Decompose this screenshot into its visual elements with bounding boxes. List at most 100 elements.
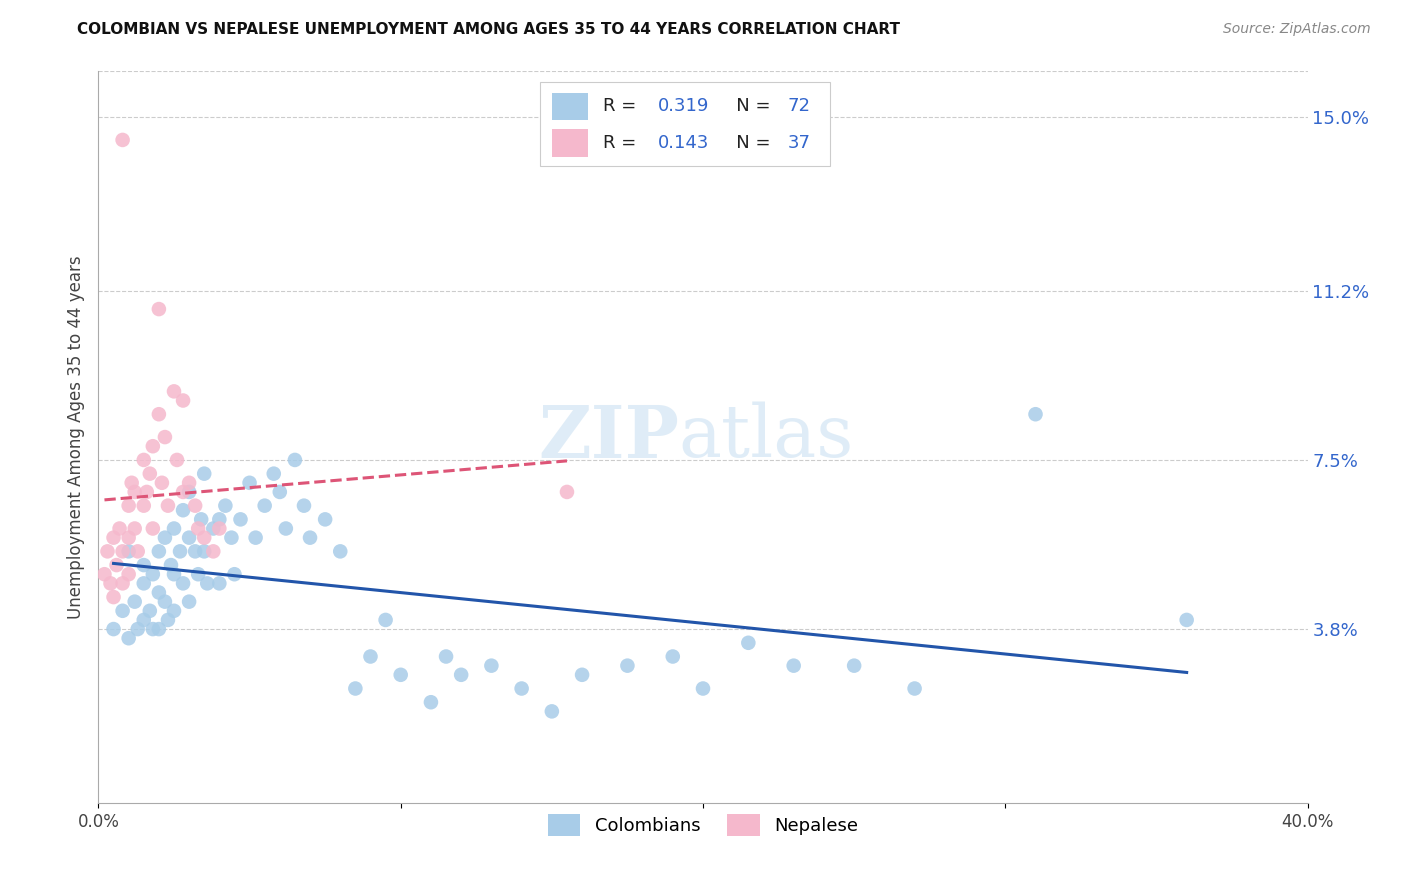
Point bbox=[555, 485, 578, 500]
Point bbox=[193, 531, 215, 545]
Point bbox=[139, 604, 162, 618]
Point bbox=[510, 681, 533, 696]
Point bbox=[148, 585, 170, 599]
FancyBboxPatch shape bbox=[551, 129, 588, 157]
Point bbox=[420, 695, 443, 709]
Point bbox=[239, 475, 262, 490]
Point bbox=[111, 604, 134, 618]
Point bbox=[737, 636, 759, 650]
Point bbox=[132, 576, 155, 591]
FancyBboxPatch shape bbox=[551, 93, 588, 120]
Point bbox=[221, 531, 243, 545]
Point bbox=[124, 595, 146, 609]
Point bbox=[179, 475, 201, 490]
Y-axis label: Unemployment Among Ages 35 to 44 years: Unemployment Among Ages 35 to 44 years bbox=[66, 255, 84, 619]
Point bbox=[284, 453, 307, 467]
Point bbox=[118, 632, 141, 646]
Point bbox=[139, 467, 162, 481]
Point bbox=[224, 567, 246, 582]
Point bbox=[163, 604, 186, 618]
Text: N =: N = bbox=[718, 134, 776, 152]
Point bbox=[274, 521, 297, 535]
Point bbox=[904, 681, 927, 696]
Point bbox=[195, 576, 218, 591]
Point bbox=[193, 544, 215, 558]
Point bbox=[124, 521, 146, 535]
Point bbox=[1024, 407, 1046, 421]
Point bbox=[103, 590, 125, 604]
Point bbox=[172, 485, 194, 500]
Point bbox=[163, 521, 186, 535]
Text: 37: 37 bbox=[787, 134, 811, 152]
Point bbox=[142, 521, 165, 535]
Point bbox=[93, 567, 115, 582]
Point bbox=[450, 667, 472, 681]
Point bbox=[148, 407, 170, 421]
Point bbox=[540, 705, 562, 719]
Point bbox=[389, 667, 412, 681]
Point bbox=[111, 576, 134, 591]
Point bbox=[208, 521, 231, 535]
Point bbox=[148, 544, 170, 558]
Text: Source: ZipAtlas.com: Source: ZipAtlas.com bbox=[1223, 22, 1371, 37]
Point bbox=[105, 558, 128, 573]
Point bbox=[153, 595, 176, 609]
Point bbox=[111, 544, 134, 558]
Point bbox=[269, 485, 291, 500]
Point bbox=[692, 681, 714, 696]
Point bbox=[118, 499, 141, 513]
Text: 0.143: 0.143 bbox=[658, 134, 710, 152]
Point bbox=[329, 544, 352, 558]
Point bbox=[187, 567, 209, 582]
Point bbox=[184, 544, 207, 558]
FancyBboxPatch shape bbox=[540, 82, 830, 167]
Point bbox=[148, 302, 170, 317]
Point bbox=[190, 512, 212, 526]
Point bbox=[187, 521, 209, 535]
Point bbox=[124, 485, 146, 500]
Point bbox=[292, 499, 315, 513]
Point bbox=[202, 521, 225, 535]
Text: 72: 72 bbox=[787, 97, 811, 115]
Point bbox=[208, 512, 231, 526]
Point bbox=[160, 558, 183, 573]
Point bbox=[172, 393, 194, 408]
Point bbox=[571, 667, 593, 681]
Point bbox=[172, 503, 194, 517]
Point bbox=[156, 499, 179, 513]
Point bbox=[481, 658, 503, 673]
Point bbox=[132, 613, 155, 627]
Point bbox=[616, 658, 638, 673]
Point bbox=[118, 567, 141, 582]
Point bbox=[142, 567, 165, 582]
Point bbox=[111, 133, 134, 147]
Point bbox=[214, 499, 236, 513]
Point bbox=[184, 499, 207, 513]
Point bbox=[100, 576, 122, 591]
Point bbox=[844, 658, 866, 673]
Point bbox=[193, 467, 215, 481]
Point bbox=[108, 521, 131, 535]
Point bbox=[166, 453, 188, 467]
Point bbox=[661, 649, 683, 664]
Point bbox=[245, 531, 267, 545]
Point bbox=[142, 439, 165, 453]
Point bbox=[142, 622, 165, 636]
Text: 0.319: 0.319 bbox=[658, 97, 710, 115]
Text: COLOMBIAN VS NEPALESE UNEMPLOYMENT AMONG AGES 35 TO 44 YEARS CORRELATION CHART: COLOMBIAN VS NEPALESE UNEMPLOYMENT AMONG… bbox=[77, 22, 900, 37]
Point bbox=[344, 681, 367, 696]
Point bbox=[127, 544, 149, 558]
Point bbox=[434, 649, 457, 664]
Point bbox=[229, 512, 252, 526]
Point bbox=[314, 512, 336, 526]
Point bbox=[179, 485, 201, 500]
Point bbox=[202, 544, 225, 558]
Text: R =: R = bbox=[603, 97, 641, 115]
Point bbox=[179, 531, 201, 545]
Point bbox=[169, 544, 191, 558]
Point bbox=[127, 622, 149, 636]
Point bbox=[179, 595, 201, 609]
Point bbox=[153, 531, 176, 545]
Point bbox=[148, 622, 170, 636]
Point bbox=[263, 467, 285, 481]
